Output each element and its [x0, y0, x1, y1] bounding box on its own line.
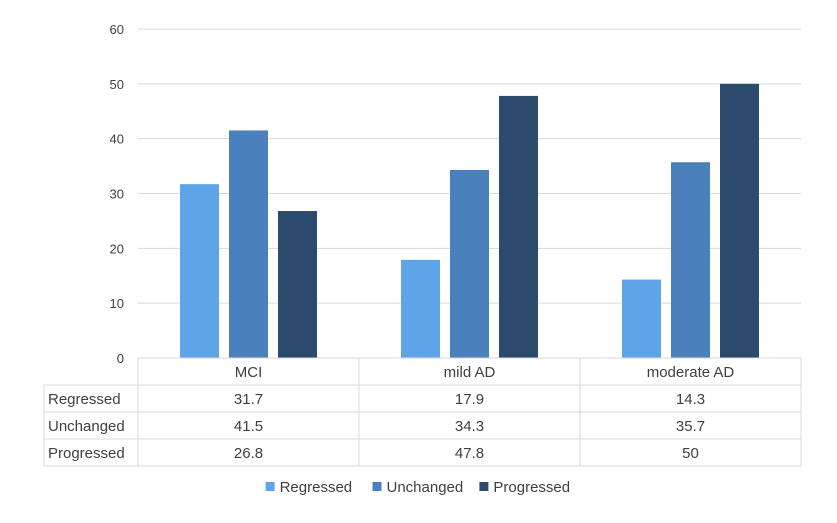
- data-label: 34.3: [455, 418, 484, 435]
- table-row-label: Unchanged: [48, 418, 125, 435]
- table-row-label: Regressed: [48, 391, 121, 408]
- legend-swatch: [265, 482, 275, 491]
- legend-swatch: [372, 482, 382, 491]
- bar-unchanged-0: [229, 130, 268, 358]
- bar-progressed-0: [278, 211, 317, 358]
- data-label: 31.7: [234, 391, 263, 408]
- legend-swatch: [479, 482, 489, 491]
- y-tick-label: 10: [110, 296, 124, 311]
- data-label: 26.8: [234, 445, 263, 462]
- bar-regressed-2: [622, 279, 661, 358]
- y-tick-label: 40: [110, 132, 124, 147]
- y-tick-label: 20: [110, 241, 124, 256]
- bar-progressed-1: [499, 95, 538, 358]
- bars: [180, 83, 759, 358]
- legend-label: Regressed: [280, 479, 353, 496]
- bar-regressed-1: [401, 259, 440, 358]
- category-label: MCI: [235, 364, 263, 381]
- data-table: MCI mild AD moderate AD Regressed 31.7 17.9 14…: [43, 357, 802, 467]
- y-tick-label: 60: [110, 22, 124, 37]
- data-label: 47.8: [455, 445, 484, 462]
- legend: Regressed Unchanged Progressed: [265, 479, 570, 496]
- table-row-label: Progressed: [48, 445, 125, 462]
- y-tick-label: 30: [110, 187, 124, 202]
- data-label: 50: [682, 445, 699, 462]
- y-tick-label: 50: [110, 77, 124, 92]
- category-label: moderate AD: [647, 364, 735, 381]
- data-label: 41.5: [234, 418, 263, 435]
- data-label: 14.3: [676, 391, 705, 408]
- data-label: 35.7: [676, 418, 705, 435]
- bar-unchanged-1: [450, 169, 489, 358]
- legend-label: Progressed: [493, 479, 570, 496]
- data-label: 17.9: [455, 391, 484, 408]
- bar-progressed-2: [720, 83, 759, 358]
- y-axis-ticks: 0 10 20 30 40 50 60: [110, 22, 124, 366]
- bar-unchanged-2: [671, 162, 710, 358]
- bar-regressed-0: [180, 184, 219, 358]
- legend-label: Unchanged: [387, 479, 464, 496]
- y-tick-label: 0: [117, 351, 124, 366]
- category-label: mild AD: [444, 364, 496, 381]
